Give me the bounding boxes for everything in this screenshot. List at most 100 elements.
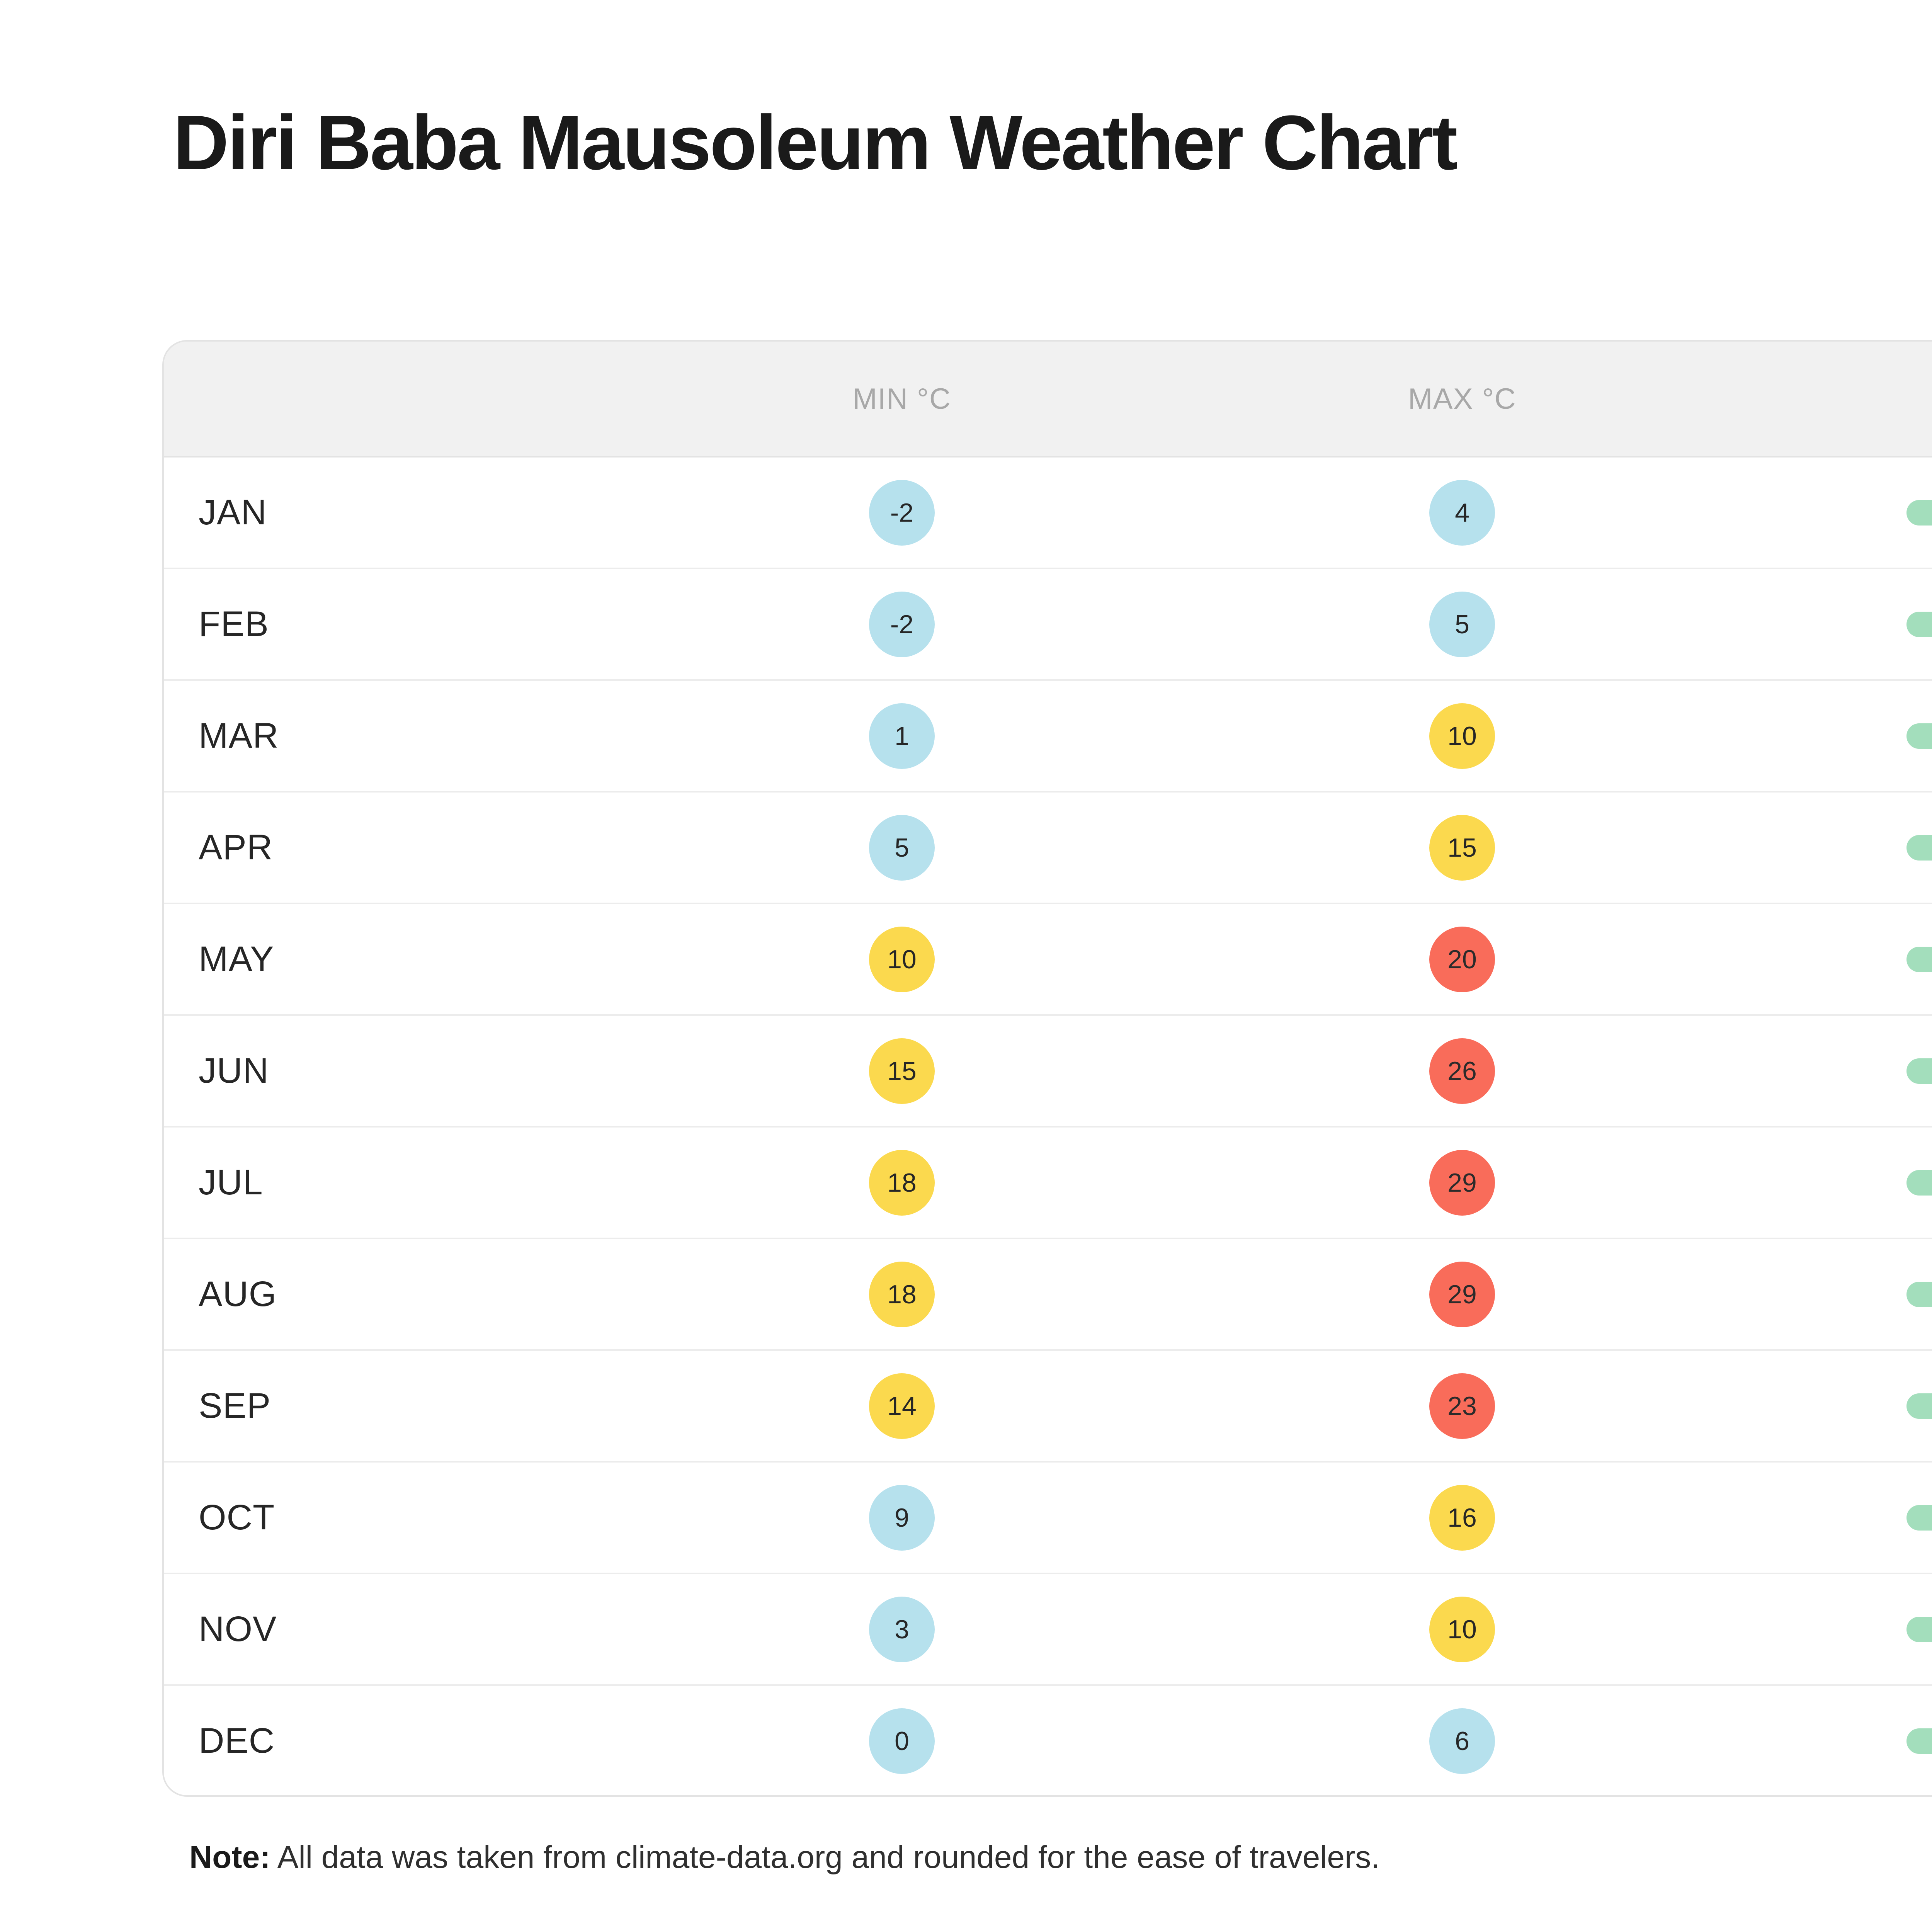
footnote-label: Note:	[189, 1840, 270, 1875]
max-temp-badge: 15	[1429, 815, 1495, 881]
max-temp-badge: 10	[1429, 703, 1495, 769]
cell-min-temp: -2	[798, 569, 1006, 679]
min-temp-badge: 14	[869, 1373, 935, 1439]
max-temp-badge: 23	[1429, 1373, 1495, 1439]
cell-min-temp: 3	[798, 1574, 1006, 1684]
rainfall-slider-fill	[1906, 1281, 1932, 1307]
page-title: Diri Baba Mausoleum Weather Chart	[173, 100, 1458, 186]
rainfall-slider-fill	[1906, 1505, 1932, 1531]
row-month-label: MAR	[199, 716, 279, 755]
table-row: DEC 0 6 38	[164, 1686, 1932, 1795]
cell-rainfall: 38	[1906, 1686, 1932, 1795]
rainfall-slider-track[interactable]: 55	[1906, 835, 1932, 861]
cell-min-temp: 18	[798, 1239, 1006, 1349]
cell-min-temp: 10	[798, 904, 1006, 1014]
min-temp-badge: 3	[869, 1596, 935, 1662]
min-temp-badge: 18	[869, 1261, 935, 1327]
max-temp-badge: 6	[1429, 1708, 1495, 1774]
rainfall-slider-track[interactable]: 53	[1906, 1505, 1932, 1531]
row-month-label: JAN	[199, 493, 267, 532]
rainfall-slider-fill	[1906, 1616, 1932, 1642]
cell-min-temp: 15	[798, 1016, 1006, 1126]
min-temp-badge: -2	[869, 591, 935, 657]
cell-max-temp: 10	[1358, 681, 1566, 791]
cell-rainfall: 51	[1906, 904, 1932, 1014]
table-body: JAN-2433FEB-2541MAR11053APR51555MAY10205…	[164, 457, 1932, 1795]
rainfall-slider-track[interactable]: 49	[1906, 1616, 1932, 1642]
cell-rainfall: 14	[1906, 1128, 1932, 1238]
cell-rainfall: 49	[1906, 1574, 1932, 1684]
rainfall-slider-fill	[1906, 1728, 1932, 1754]
cell-max-temp: 29	[1358, 1128, 1566, 1238]
cell-rainfall: 53	[1906, 1463, 1932, 1573]
weather-table-card: MIN °C MAX °C RAINFALL (mm) JAN -2 4 33 FEB -…	[162, 340, 1932, 1797]
rainfall-slider-fill	[1906, 500, 1932, 526]
row-month-label: MAY	[199, 939, 274, 979]
table-row: MAR 1 10 53	[164, 681, 1932, 793]
table-row: MAY 10 20 51	[164, 904, 1932, 1016]
cell-max-temp: 10	[1358, 1574, 1566, 1684]
cell-max-temp: 16	[1358, 1463, 1566, 1573]
table-row: JAN -2 4 33	[164, 457, 1932, 569]
max-temp-badge: 5	[1429, 591, 1495, 657]
cell-max-temp: 6	[1358, 1686, 1566, 1795]
cell-rainfall: 33	[1906, 1016, 1932, 1126]
min-temp-badge: 18	[869, 1150, 935, 1216]
row-month-label: FEB	[199, 604, 269, 644]
rainfall-slider-fill	[1906, 723, 1932, 749]
min-temp-badge: 15	[869, 1038, 935, 1104]
cell-min-temp: 1	[798, 681, 1006, 791]
rainfall-slider-track[interactable]: 17	[1906, 1281, 1932, 1307]
cell-max-temp: 29	[1358, 1239, 1566, 1349]
row-month-label: NOV	[199, 1609, 277, 1649]
table-row: OCT 9 16 53	[164, 1463, 1932, 1574]
footnote-text: All data was taken from climate-data.org…	[270, 1840, 1380, 1875]
rainfall-slider-track[interactable]: 41	[1906, 611, 1932, 637]
rainfall-slider-track[interactable]: 53	[1906, 723, 1932, 749]
row-month-label: JUN	[199, 1051, 269, 1090]
row-month-label: DEC	[199, 1721, 275, 1760]
cell-rainfall: 55	[1906, 793, 1932, 903]
column-header-min: MIN °C	[852, 382, 951, 415]
table-row: JUL 18 29 14	[164, 1128, 1932, 1239]
column-header-rainfall: RAINFALL (mm)	[1860, 342, 1932, 456]
table-row: APR 5 15 55	[164, 793, 1932, 904]
rainfall-slider-track[interactable]: 33	[1906, 1058, 1932, 1084]
rainfall-slider-track[interactable]: 33	[1906, 500, 1932, 526]
row-month-label: SEP	[199, 1386, 271, 1425]
cell-max-temp: 4	[1358, 457, 1566, 568]
cell-rainfall: 17	[1906, 1239, 1932, 1349]
table-row: SEP 14 23 40	[164, 1351, 1932, 1463]
rainfall-slider-fill	[1906, 611, 1932, 637]
cell-rainfall: 33	[1906, 457, 1932, 568]
min-temp-badge: 5	[869, 815, 935, 881]
cell-min-temp: 14	[798, 1351, 1006, 1461]
min-temp-badge: -2	[869, 480, 935, 546]
max-temp-badge: 4	[1429, 480, 1495, 546]
cell-rainfall: 41	[1906, 569, 1932, 679]
table-row: JUN 15 26 33	[164, 1016, 1932, 1128]
rainfall-slider-track[interactable]: 14	[1906, 1170, 1932, 1196]
table-header-row: MIN °C MAX °C RAINFALL (mm)	[164, 342, 1932, 457]
table-row: AUG 18 29 17	[164, 1239, 1932, 1351]
max-temp-badge: 29	[1429, 1261, 1495, 1327]
cell-min-temp: -2	[798, 457, 1006, 568]
rainfall-slider-track[interactable]: 38	[1906, 1728, 1932, 1754]
max-temp-badge: 20	[1429, 926, 1495, 992]
cell-max-temp: 5	[1358, 569, 1566, 679]
cell-max-temp: 15	[1358, 793, 1566, 903]
min-temp-badge: 1	[869, 703, 935, 769]
column-header-max: MAX °C	[1408, 382, 1517, 415]
rainfall-slider-track[interactable]: 40	[1906, 1393, 1932, 1419]
cell-rainfall: 53	[1906, 681, 1932, 791]
table-row: NOV 3 10 49	[164, 1574, 1932, 1686]
cell-rainfall: 40	[1906, 1351, 1932, 1461]
max-temp-badge: 16	[1429, 1485, 1495, 1551]
rainfall-slider-fill	[1906, 946, 1932, 972]
min-temp-badge: 10	[869, 926, 935, 992]
cell-max-temp: 20	[1358, 904, 1566, 1014]
rainfall-slider-track[interactable]: 51	[1906, 946, 1932, 972]
max-temp-badge: 26	[1429, 1038, 1495, 1104]
rainfall-slider-fill	[1906, 1170, 1932, 1196]
